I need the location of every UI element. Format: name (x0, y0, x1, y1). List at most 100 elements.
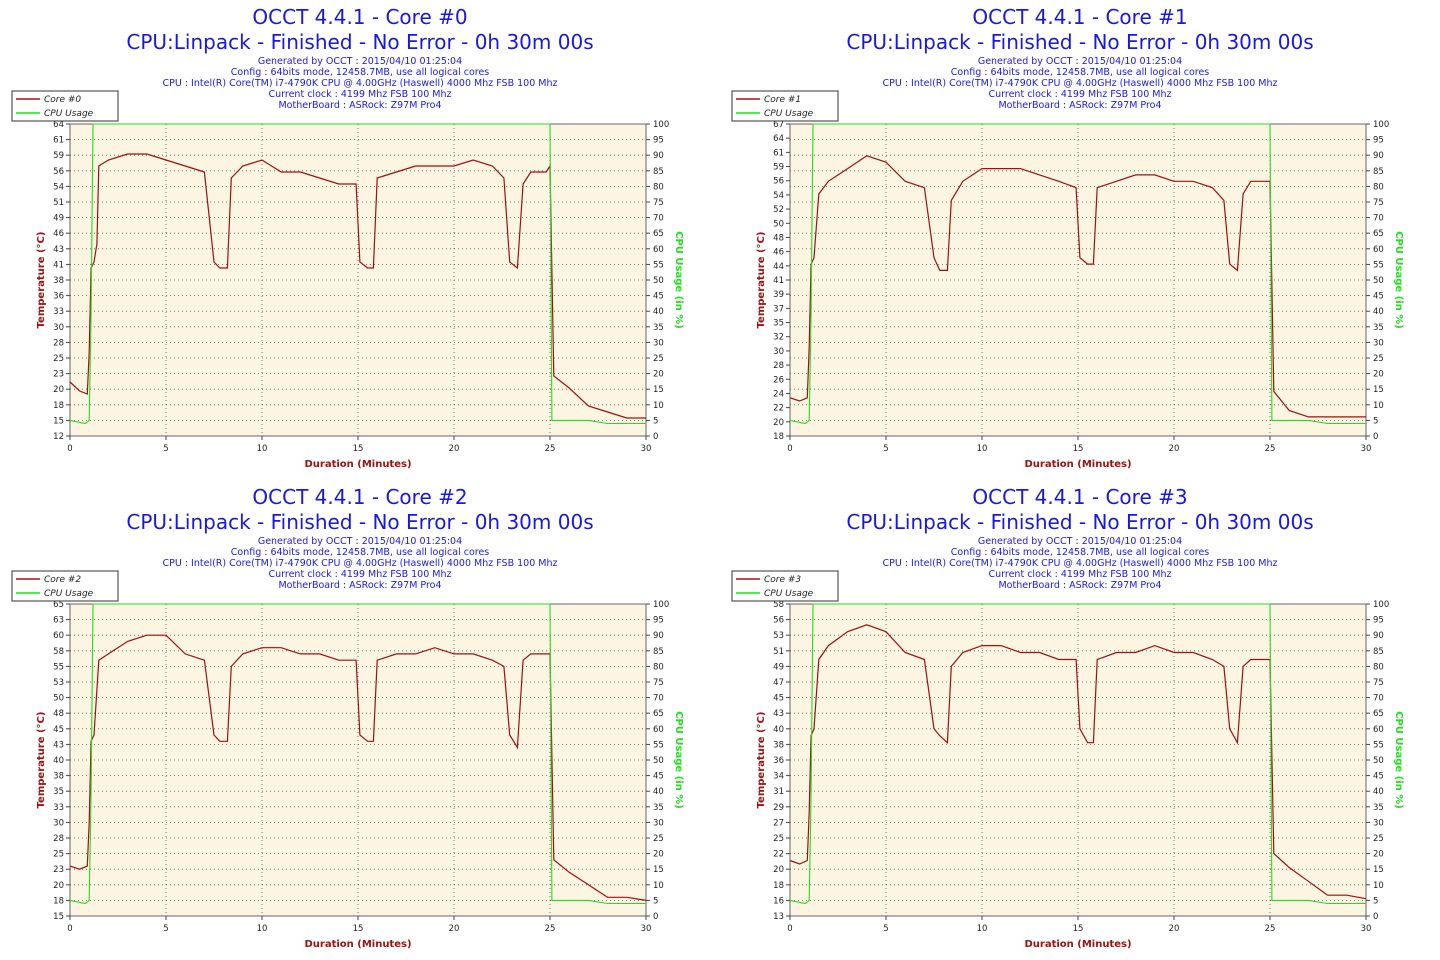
temperature-line (69, 634, 647, 901)
y2-tick-label: 15 (653, 385, 664, 395)
x-tick-label: 5 (883, 444, 888, 454)
legend-box (11, 570, 119, 602)
y2-tick-label: 55 (653, 260, 664, 270)
y-tick-label: 15 (53, 912, 64, 922)
x-tick-label: 25 (1265, 924, 1276, 934)
y2-tick-label: 15 (1373, 385, 1384, 395)
info-line: Config : 64bits mode, 12458.7MB, use all… (231, 547, 490, 558)
y2-tick-label: 45 (653, 292, 664, 302)
cpu-usage-line (69, 123, 646, 425)
y-tick-label: 29 (773, 803, 784, 813)
x-tick-label: 15 (353, 924, 364, 934)
chart-panel-core-3: OCCT 4.4.1 - Core #3 CPU:Linpack - Finish… (720, 480, 1440, 960)
y2-tick-label: 75 (1373, 678, 1384, 688)
y-tick-label: 46 (53, 229, 64, 239)
y2-tick-label: 80 (1373, 182, 1384, 192)
info-line: Config : 64bits mode, 12458.7MB, use all… (951, 67, 1210, 78)
y2-tick-label: 50 (1373, 756, 1384, 766)
x-tick-label: 20 (449, 924, 460, 934)
y2-tick-label: 5 (653, 896, 658, 906)
y-tick-label: 56 (53, 167, 64, 177)
y-tick-label: 18 (53, 401, 64, 411)
x-tick-label: 0 (67, 924, 72, 934)
y2-tick-label: 35 (653, 803, 664, 813)
y-tick-label: 49 (773, 662, 784, 672)
y2-tick-label: 0 (1373, 912, 1378, 922)
info-line: CPU : Intel(R) Core(TM) i7-4790K CPU @ 4… (163, 78, 558, 89)
y2-axis-label: CPU Usage (in %) (673, 711, 684, 809)
chart-subtitle: CPU:Linpack - Finished - No Error - 0h 3… (126, 510, 593, 534)
y2-tick-label: 85 (1373, 647, 1384, 657)
legend-label: Core #3 (764, 575, 801, 585)
x-tick-label: 0 (67, 444, 72, 454)
y-tick-label: 50 (773, 219, 784, 229)
y2-tick-label: 95 (653, 616, 664, 626)
info-line: Config : 64bits mode, 12458.7MB, use all… (231, 67, 490, 78)
y-tick-label: 43 (53, 245, 64, 255)
y-tick-label: 38 (53, 772, 64, 782)
y-tick-label: 25 (53, 850, 64, 860)
y-tick-label: 63 (53, 616, 64, 626)
y2-tick-label: 50 (653, 756, 664, 766)
y2-tick-label: 45 (653, 772, 664, 782)
y-tick-label: 37 (773, 304, 784, 314)
y-tick-label: 23 (53, 865, 64, 875)
y-tick-label: 25 (773, 834, 784, 844)
y-tick-label: 64 (53, 120, 64, 130)
y2-tick-label: 55 (653, 740, 664, 750)
y2-tick-label: 100 (653, 600, 669, 610)
temperature-line (789, 155, 1366, 418)
y-tick-label: 13 (773, 912, 784, 922)
y2-tick-label: 80 (1373, 662, 1384, 672)
y-tick-label: 43 (773, 709, 784, 719)
info-line: Current clock : 4199 Mhz FSB 100 Mhz (989, 569, 1172, 580)
y-axis-label: Temperature (°C) (756, 712, 767, 809)
y-tick-label: 56 (773, 616, 784, 626)
y2-tick-label: 0 (653, 432, 658, 442)
chart-panel-core-2: OCCT 4.4.1 - Core #2 CPU:Linpack - Finish… (0, 480, 720, 960)
legend-box (731, 90, 839, 122)
y2-tick-label: 55 (1373, 260, 1384, 270)
y-tick-label: 56 (773, 177, 784, 187)
y2-tick-label: 30 (653, 338, 664, 348)
cpu-usage-line (789, 123, 1366, 425)
y-tick-label: 48 (53, 709, 64, 719)
chart-title: OCCT 4.4.1 - Core #0 (252, 5, 467, 29)
info-line: Current clock : 4199 Mhz FSB 100 Mhz (269, 89, 452, 100)
y2-tick-label: 70 (653, 694, 664, 704)
info-line: Generated by OCCT : 2015/04/10 01:25:04 (258, 536, 462, 547)
y-tick-label: 49 (53, 214, 64, 224)
legend-label: CPU Usage (764, 109, 814, 119)
y2-tick-label: 70 (653, 214, 664, 224)
x-axis-label: Duration (Minutes) (1024, 939, 1131, 950)
info-line: CPU : Intel(R) Core(TM) i7-4790K CPU @ 4… (883, 78, 1278, 89)
y-tick-label: 22 (773, 850, 784, 860)
x-tick-label: 15 (353, 444, 364, 454)
chart-title: OCCT 4.4.1 - Core #1 (972, 5, 1187, 29)
info-line: Generated by OCCT : 2015/04/10 01:25:04 (258, 56, 462, 67)
info-line: Current clock : 4199 Mhz FSB 100 Mhz (269, 569, 452, 580)
y-tick-label: 30 (773, 347, 784, 357)
y-tick-label: 58 (773, 600, 784, 610)
info-line: MotherBoard : ASRock: Z97M Pro4 (278, 580, 441, 591)
y-tick-label: 64 (773, 134, 784, 144)
y-tick-label: 31 (773, 787, 784, 797)
y-tick-label: 45 (773, 694, 784, 704)
x-tick-label: 10 (257, 924, 268, 934)
y2-axis-label: CPU Usage (in %) (1393, 231, 1404, 329)
y-tick-label: 23 (53, 370, 64, 380)
y-tick-label: 33 (53, 803, 64, 813)
y-tick-label: 59 (53, 151, 64, 161)
legend-label: CPU Usage (764, 589, 814, 599)
info-line: MotherBoard : ASRock: Z97M Pro4 (998, 580, 1161, 591)
y2-tick-label: 45 (1373, 292, 1384, 302)
y2-tick-label: 40 (653, 307, 664, 317)
y2-tick-label: 100 (653, 120, 669, 130)
y2-tick-label: 15 (653, 865, 664, 875)
y2-tick-label: 30 (1373, 338, 1384, 348)
y2-axis-label: CPU Usage (in %) (673, 231, 684, 329)
y-tick-label: 28 (53, 338, 64, 348)
y2-tick-label: 85 (1373, 167, 1384, 177)
legend-label: CPU Usage (44, 109, 94, 119)
y2-tick-label: 65 (653, 709, 664, 719)
